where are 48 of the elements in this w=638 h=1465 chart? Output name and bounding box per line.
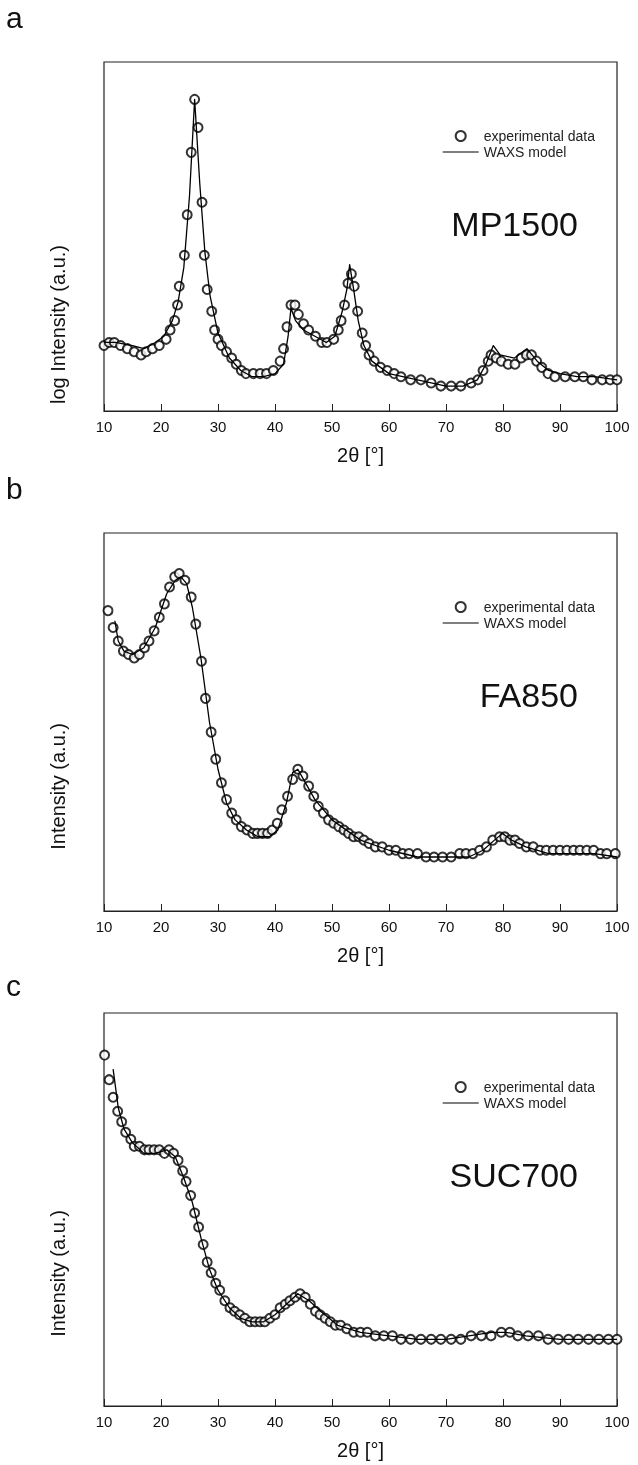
x-tick-label: 30 bbox=[209, 918, 227, 935]
x-tick-label: 100 bbox=[604, 418, 630, 435]
legend-label: WAXS model bbox=[483, 615, 567, 631]
x-tick-label: 80 bbox=[494, 918, 512, 935]
x-tick-label: 70 bbox=[437, 418, 455, 435]
x-tick-label: 80 bbox=[494, 418, 512, 435]
x-tick-label: 90 bbox=[551, 1413, 569, 1430]
x-axis-title: 2θ [°] bbox=[337, 944, 384, 966]
y-axis-title: Intensity (a.u.) bbox=[47, 1210, 69, 1337]
annotation: SUC700 bbox=[449, 1156, 578, 1194]
x-tick-label: 40 bbox=[266, 918, 284, 935]
x-tick-label: 50 bbox=[323, 918, 341, 935]
x-tick-label: 10 bbox=[95, 918, 113, 935]
x-tick-label: 80 bbox=[494, 1413, 512, 1430]
x-tick-label: 60 bbox=[380, 1413, 398, 1430]
x-tick-label: 100 bbox=[604, 1413, 630, 1430]
x-tick-label: 100 bbox=[604, 918, 630, 935]
y-axis-title: Intensity (a.u.) bbox=[47, 723, 69, 850]
text: a bbox=[6, 0, 23, 34]
x-tick-label: 60 bbox=[380, 918, 398, 935]
legend-label: experimental data bbox=[483, 1079, 596, 1095]
annotation: FA850 bbox=[479, 676, 579, 714]
annotation: MP1500 bbox=[451, 205, 578, 243]
legend-label: experimental data bbox=[483, 599, 596, 615]
x-tick-label: 20 bbox=[152, 1413, 170, 1430]
x-tick-label: 70 bbox=[437, 1413, 455, 1430]
text: b bbox=[6, 471, 23, 505]
x-tick-label: 70 bbox=[437, 918, 455, 935]
x-tick-label: 20 bbox=[152, 418, 170, 435]
x-tick-label: 30 bbox=[209, 418, 227, 435]
y-axis-title: log Intensity (a.u.) bbox=[47, 245, 69, 404]
x-tick-label: 90 bbox=[551, 918, 569, 935]
x-tick-label: 10 bbox=[95, 418, 113, 435]
x-tick-label: 20 bbox=[152, 918, 170, 935]
x-axis-title: 2θ [°] bbox=[337, 1439, 384, 1461]
x-tick-label: 60 bbox=[380, 418, 398, 435]
text: c bbox=[6, 968, 21, 1002]
legend-label: WAXS model bbox=[483, 1095, 567, 1111]
x-axis-title: 2θ [°] bbox=[337, 444, 384, 466]
legend-label: WAXS model bbox=[483, 144, 567, 160]
x-tick-label: 30 bbox=[209, 1413, 227, 1430]
x-tick-label: 40 bbox=[266, 1413, 284, 1430]
legend-label: experimental data bbox=[483, 128, 596, 144]
x-tick-label: 90 bbox=[551, 418, 569, 435]
x-tick-label: 50 bbox=[323, 1413, 341, 1430]
x-tick-label: 40 bbox=[266, 418, 284, 435]
x-tick-label: 10 bbox=[95, 1413, 113, 1430]
x-tick-label: 50 bbox=[323, 418, 341, 435]
